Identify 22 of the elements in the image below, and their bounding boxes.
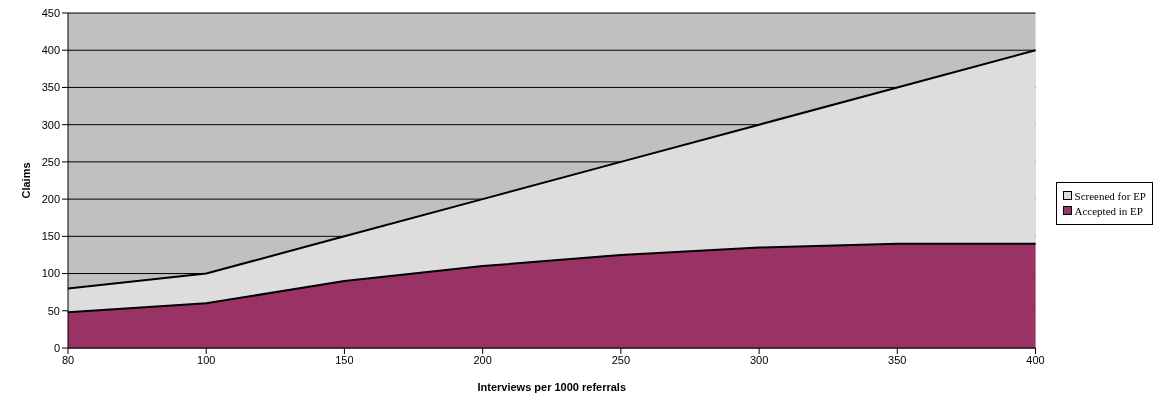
legend-label: Accepted in EP: [1074, 204, 1143, 217]
y-tick-label: 0: [53, 341, 60, 354]
legend-label: Screened for EP: [1074, 189, 1146, 202]
y-tick-label: 50: [47, 304, 60, 317]
x-tick-label: 80: [61, 353, 75, 366]
x-tick-label: 200: [473, 353, 492, 366]
y-tick-label: 250: [41, 155, 60, 168]
x-tick-label: 250: [611, 353, 631, 366]
x-axis-title: Interviews per 1000 referrals: [477, 381, 627, 393]
y-tick-label: 150: [41, 230, 60, 243]
x-tick-label: 400: [1026, 353, 1045, 366]
y-axis-title: Claims: [19, 162, 32, 199]
y-tick-label: 350: [41, 81, 60, 94]
x-tick-label: 350: [888, 353, 907, 366]
y-tick-label: 100: [41, 267, 60, 280]
y-tick-label: 400: [41, 44, 60, 57]
y-tick-label: 200: [41, 193, 60, 206]
x-tick-label: 150: [335, 353, 354, 366]
x-tick-label: 100: [197, 353, 216, 366]
x-tick-label: 300: [749, 353, 769, 366]
y-tick-label: 450: [41, 6, 60, 19]
y-tick-label: 300: [41, 118, 60, 131]
